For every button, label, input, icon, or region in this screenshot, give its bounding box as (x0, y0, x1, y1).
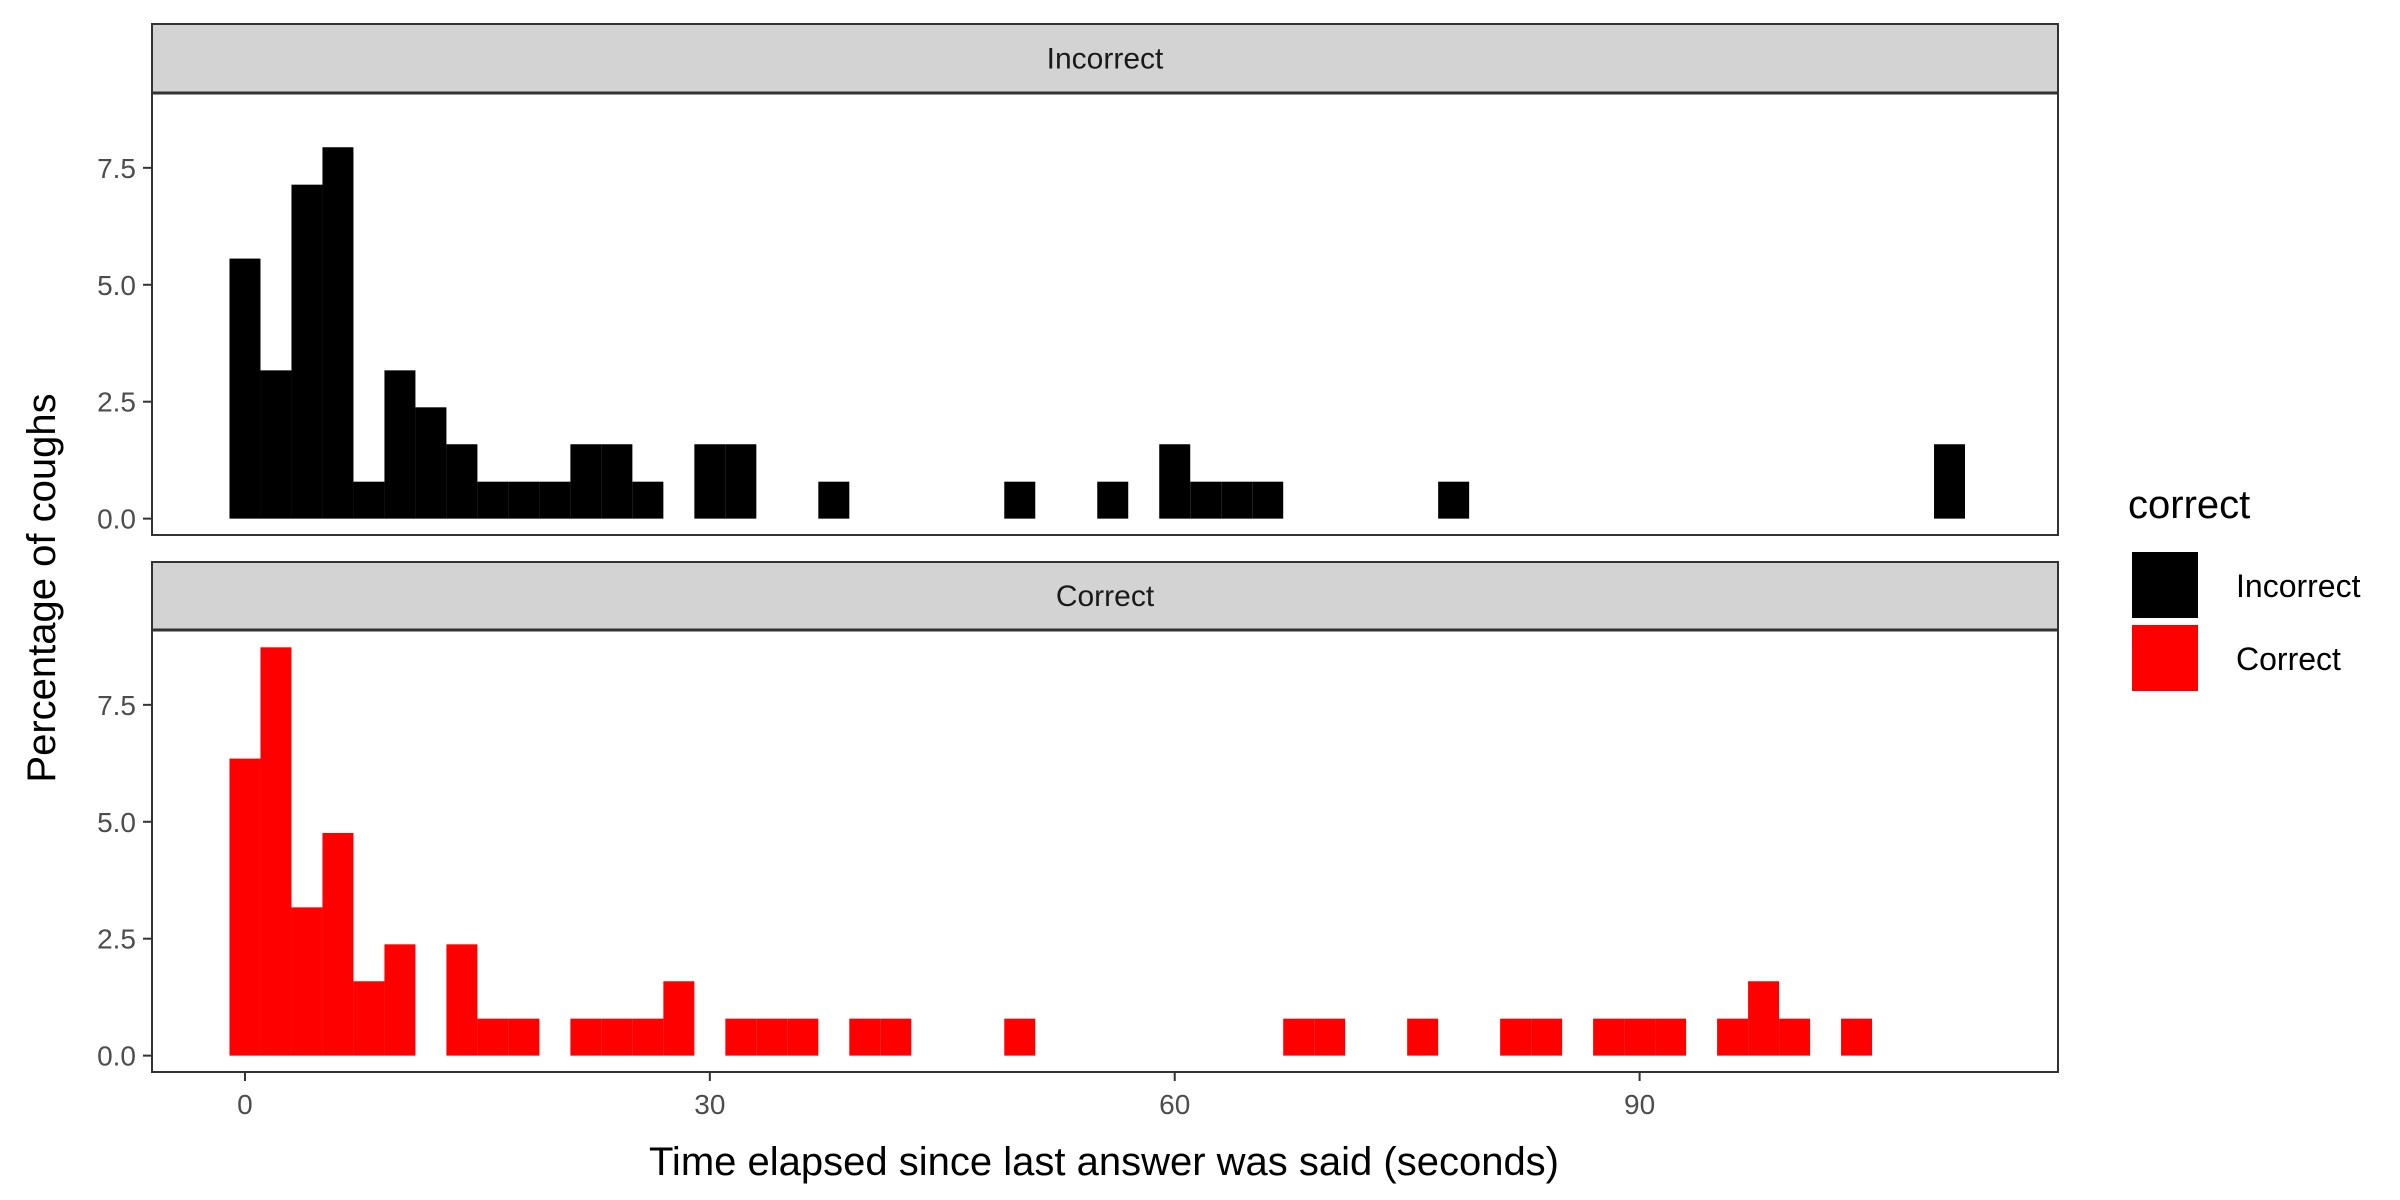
histogram-bar (446, 944, 478, 1056)
facet-panels: Incorrect 0.0 2.5 5.0 7.5 Correct 0.0 2.5 5.0 7.5 (97, 23, 2059, 1073)
x-tick-label: 30 (694, 1089, 725, 1120)
histogram-bar (1841, 1018, 1873, 1056)
histogram-bar (570, 444, 602, 519)
facet-strip-label: Incorrect (1047, 43, 1164, 76)
histogram-bar (1097, 481, 1129, 519)
histogram-bar (787, 1018, 819, 1056)
y-tick-label: 0.0 (97, 504, 136, 535)
histogram-bar (1407, 1018, 1439, 1056)
histogram-bar (1779, 1018, 1811, 1056)
histogram-bar (322, 832, 354, 1056)
histogram-bar (477, 1018, 509, 1056)
legend-swatch (2132, 625, 2198, 691)
histogram-bar (601, 444, 633, 519)
histogram-bar (632, 481, 664, 519)
facet-strip (151, 561, 2059, 631)
histogram-bar (1190, 481, 1222, 519)
legend-title: correct (2128, 483, 2250, 527)
histogram-bar (1314, 1018, 1346, 1056)
histogram-bar (1531, 1018, 1563, 1056)
x-axis: 0 30 60 90 (237, 1072, 1655, 1120)
legend-label: Correct (2236, 641, 2341, 677)
histogram-bar (725, 1018, 757, 1056)
histogram-bar (1252, 481, 1284, 519)
histogram-bar (849, 1018, 881, 1056)
histogram-bar (539, 481, 571, 519)
histogram-bar (291, 184, 323, 519)
histogram-bar (756, 1018, 788, 1056)
y-tick-label: 2.5 (97, 387, 136, 418)
histogram-bar (1221, 481, 1253, 519)
histogram-bar (1283, 1018, 1315, 1056)
histogram-bar (229, 758, 261, 1056)
facet-panel-incorrect: Incorrect 0.0 2.5 5.0 7.5 (97, 23, 2059, 536)
histogram-bar (291, 907, 323, 1056)
legend-swatch (2132, 552, 2198, 618)
histogram-bar (353, 481, 385, 519)
x-tick-label: 0 (237, 1089, 253, 1120)
x-tick-label: 90 (1624, 1089, 1655, 1120)
histogram-bar (570, 1018, 602, 1056)
legend-entries: Incorrect Correct (2132, 552, 2361, 691)
histogram-bar (384, 370, 416, 519)
y-tick-label: 0.0 (97, 1041, 136, 1072)
histogram-bar (1004, 1018, 1036, 1056)
histogram-bar (1717, 1018, 1749, 1056)
histogram-bar (415, 407, 447, 519)
histogram-bar (1438, 481, 1470, 519)
histogram-bar (446, 444, 478, 519)
histogram-bar (1593, 1018, 1625, 1056)
x-axis-title: Time elapsed since last answer was said … (649, 1140, 1559, 1184)
histogram-bar (260, 370, 292, 519)
facet-panel-correct: Correct 0.0 2.5 5.0 7.5 (97, 561, 2059, 1073)
histogram-bar (477, 481, 509, 519)
histogram-bar (260, 647, 292, 1056)
histogram-bar (663, 981, 695, 1056)
histogram-bar (1004, 481, 1036, 519)
histogram-bar (1624, 1018, 1656, 1056)
histogram-bar (880, 1018, 912, 1056)
facet-strip-label: Correct (1056, 580, 1155, 613)
histogram-bar (1655, 1018, 1687, 1056)
y-tick-label: 2.5 (97, 924, 136, 955)
legend-label: Incorrect (2236, 568, 2361, 604)
histogram-bar (632, 1018, 664, 1056)
legend: correct Incorrect Correct (2128, 483, 2361, 691)
y-tick-label: 7.5 (97, 690, 136, 721)
x-tick-label: 60 (1159, 1089, 1190, 1120)
histogram-bar (229, 258, 261, 519)
histogram-bar (1934, 444, 1966, 519)
histogram-bar (694, 444, 726, 519)
histogram-bar (818, 481, 850, 519)
histogram-bar (384, 944, 416, 1056)
histogram-bar (508, 481, 540, 519)
histogram-bar (353, 981, 385, 1056)
facet-strip (151, 23, 2059, 94)
histogram-bar (508, 1018, 540, 1056)
histogram-bar (1159, 444, 1191, 519)
y-tick-label: 5.0 (97, 270, 136, 301)
histogram-bar (601, 1018, 633, 1056)
y-tick-label: 7.5 (97, 153, 136, 184)
histogram-bar (1500, 1018, 1532, 1056)
histogram-bar (322, 147, 354, 519)
y-axis-title: Percentage of coughs (20, 393, 64, 782)
y-tick-label: 5.0 (97, 807, 136, 838)
histogram-bar (1748, 981, 1780, 1056)
histogram-bar (725, 444, 757, 519)
